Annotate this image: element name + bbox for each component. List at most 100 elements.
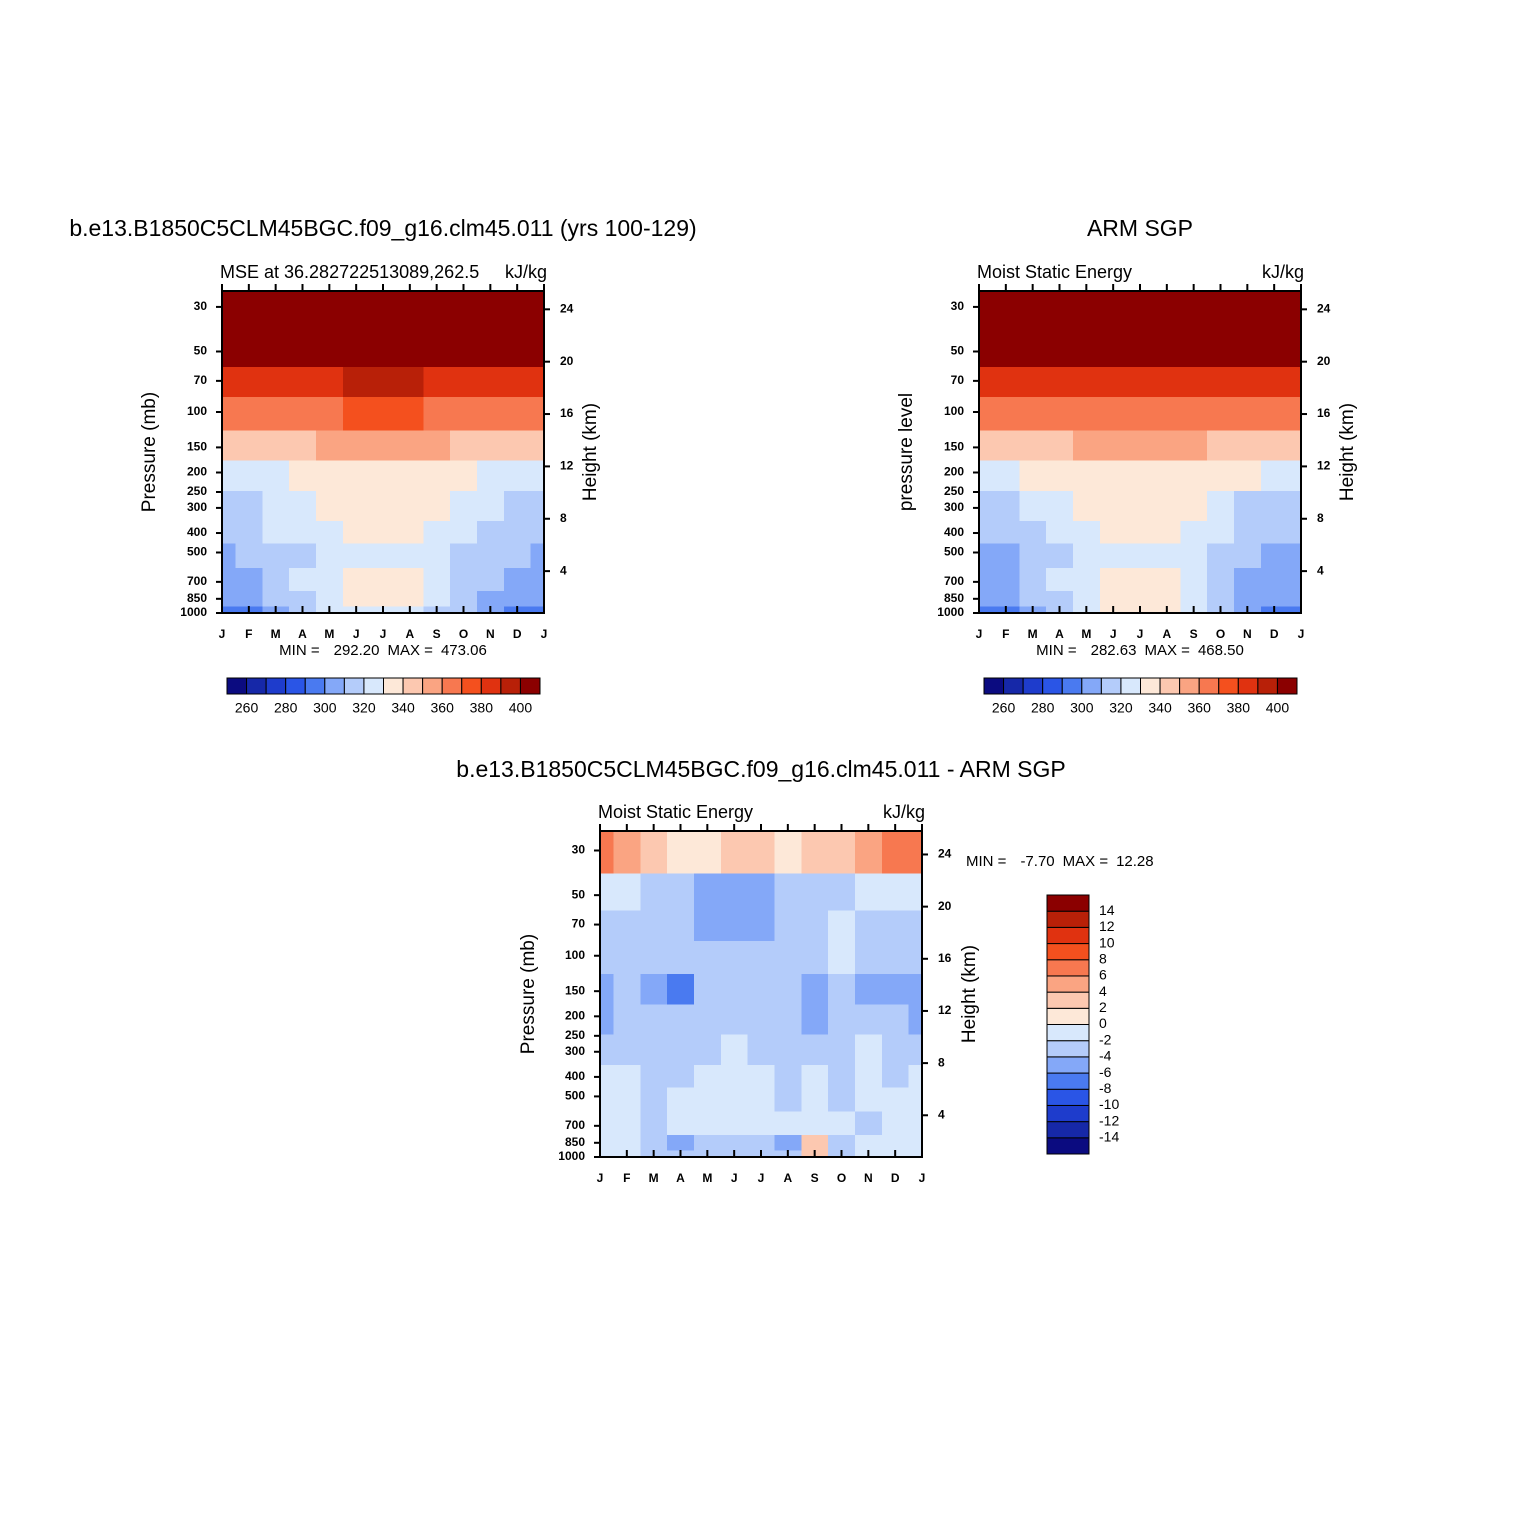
colorbar-box [1022, 677, 1044, 695]
contour-cell [881, 1134, 910, 1151]
colorbar-box [480, 677, 502, 695]
contour-cell [1260, 590, 1289, 607]
contour-cell [600, 1111, 615, 1135]
colorbar-label: 360 [1188, 700, 1212, 716]
contour-cell [992, 291, 1020, 330]
contour-cell [1019, 567, 1047, 591]
contour-cell [262, 567, 290, 591]
contour-cell [476, 490, 505, 522]
y-tick-label: 850 [187, 591, 207, 605]
contour-cell [530, 490, 545, 522]
colorbar-label: 360 [431, 700, 455, 716]
contour-cell [801, 1003, 829, 1035]
x-tick-label: M [1081, 627, 1091, 641]
contour-cell [222, 542, 237, 568]
contour-cell [613, 1134, 641, 1151]
contour-cell [774, 940, 802, 975]
x-tick-label: A [676, 1171, 685, 1185]
contour-cell [262, 520, 290, 544]
y-tick-label: 30 [194, 299, 208, 313]
y-tick-label: 700 [565, 1118, 585, 1132]
contour-cell [1153, 366, 1181, 398]
contour-cell [600, 1003, 615, 1035]
x-tick-label: J [1137, 627, 1144, 641]
contour-cell [801, 1034, 829, 1065]
contour-cell [342, 429, 371, 461]
max-value: 12.28 [1116, 853, 1154, 870]
contour-cell [1287, 605, 1302, 614]
contour-cell [503, 459, 532, 491]
y-tick-label: 500 [944, 545, 964, 559]
contour-cell [693, 1003, 722, 1035]
y-tick-label: 150 [565, 983, 585, 997]
y2-tick-label: 24 [560, 301, 574, 315]
y2-tick-label: 12 [938, 1003, 952, 1017]
contour-cell [747, 973, 776, 1005]
contour-cell [854, 1111, 883, 1135]
contour-cell [222, 590, 237, 607]
contour-cell [801, 909, 829, 941]
contour-cell [315, 459, 344, 491]
y-axis-label: Pressure (mb) [139, 392, 160, 512]
colorbar-label: 2 [1099, 999, 1107, 1015]
y-tick-label: 50 [572, 887, 586, 901]
contour-cell [992, 590, 1020, 607]
contour-cell [450, 542, 478, 568]
colorbar-label: -6 [1099, 1064, 1112, 1080]
contour-cell [1099, 590, 1128, 607]
contour-cell [222, 567, 237, 591]
contour-cell [1153, 490, 1181, 522]
contour-cell [747, 940, 776, 975]
y-tick-label: 300 [944, 500, 964, 514]
colorbar-box [1179, 677, 1200, 695]
contour-cell [992, 490, 1020, 522]
contour-cell [828, 1034, 856, 1065]
contour-cell [396, 490, 424, 522]
contour-cell [235, 567, 263, 591]
contour-cell [908, 831, 923, 874]
contour-cell [667, 909, 695, 941]
colorbar-box [1046, 926, 1090, 945]
colorbar-label: 300 [313, 700, 337, 716]
contour-cell [1072, 329, 1101, 367]
y-tick-label: 250 [187, 484, 207, 498]
contour-cell [720, 1034, 749, 1065]
y2-axis-label: Height (km) [1337, 403, 1358, 501]
contour-cell [979, 590, 994, 607]
contour-cell [450, 329, 478, 367]
contour-cell [613, 1111, 641, 1135]
contour-cell [342, 396, 371, 431]
y-tick-label: 70 [951, 373, 965, 387]
contour-cell [315, 490, 344, 522]
contour-cell [289, 590, 317, 607]
colorbar-label: 0 [1099, 1015, 1107, 1031]
max-text: MAX = [1063, 853, 1109, 870]
colorbar-label: 380 [470, 700, 494, 716]
contour-cell [1233, 329, 1262, 367]
contour-cell [1260, 366, 1289, 398]
contour-cell [1233, 291, 1262, 330]
contour-cell [979, 459, 994, 491]
contour-cell [315, 366, 344, 398]
colorbar-box [246, 677, 267, 695]
contour-cell [235, 329, 263, 367]
y-tick-label: 50 [194, 344, 208, 358]
contour-cell [979, 542, 994, 568]
contour-cell [801, 973, 829, 1005]
contour-cell [1180, 490, 1208, 522]
x-tick-label: D [513, 627, 522, 641]
contour-cell [667, 940, 695, 975]
y-axis-label: Pressure (mb) [518, 934, 539, 1054]
colorbar-box [500, 677, 521, 695]
y-tick-label: 1000 [937, 605, 964, 619]
colorbar-box [1140, 677, 1161, 695]
contour-cell [1099, 490, 1128, 522]
contour-cell [720, 1003, 749, 1035]
contour-cell [1126, 429, 1155, 461]
y-tick-label: 700 [944, 574, 964, 588]
contour-cell [908, 872, 923, 911]
contour-cell [1126, 490, 1155, 522]
contour-cell [1019, 520, 1047, 544]
contour-cell [423, 590, 451, 607]
colorbar-box [1198, 677, 1220, 695]
